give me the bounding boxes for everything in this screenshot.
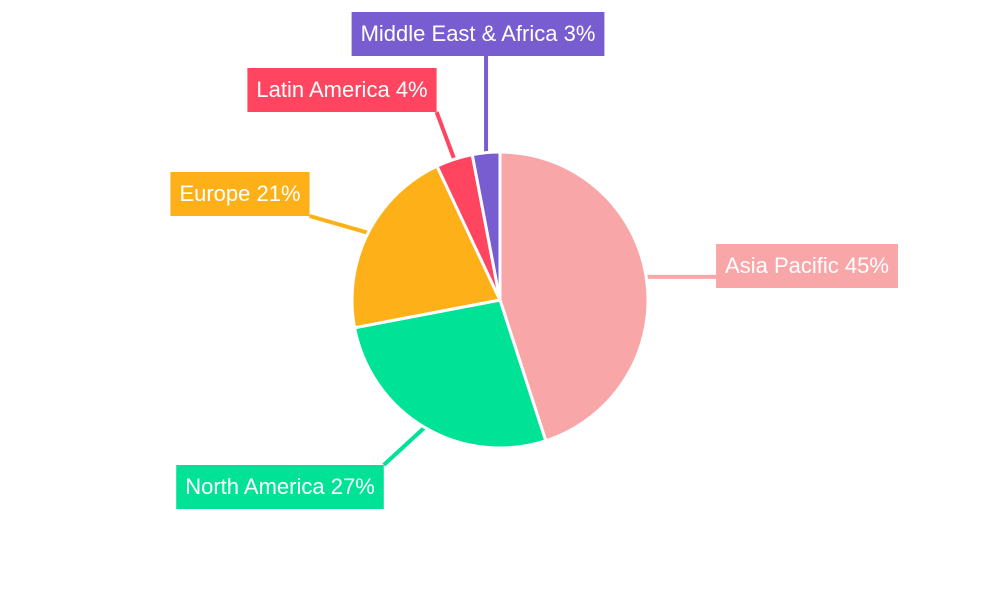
leader-lines [309,56,717,467]
label-text: Europe 21% [179,181,300,206]
label-box [351,12,605,56]
value-label: 4% [396,77,428,102]
label-box [247,68,437,112]
labels: Asia Pacific 45% North America 27% Europe … [170,12,898,509]
data-label: Latin America 4% [247,68,437,112]
pie-slice [470,150,502,301]
data-label: North America 27% [176,465,384,509]
leader-line [309,214,369,235]
pie-slice [498,150,650,443]
value-label: 27% [331,474,375,499]
value-label: 21% [257,181,301,206]
label-box [170,172,310,216]
category-name: Middle East & Africa [361,21,559,46]
leader-line [434,111,457,160]
pie-slice [350,164,503,330]
value-label: 45% [845,253,889,278]
label-text: Asia Pacific 45% [725,253,889,278]
label-text: Middle East & Africa 3% [361,21,596,46]
category-name: Europe [179,181,250,206]
label-box [176,465,384,509]
label-text: North America 27% [185,474,375,499]
label-box [716,244,898,288]
pie-slice [352,298,548,450]
value-label: 3% [564,21,596,46]
category-name: Latin America [256,77,390,102]
data-label: Asia Pacific 45% [716,244,898,288]
category-name: North America [185,474,325,499]
slices [350,150,650,450]
data-label: Middle East & Africa 3% [351,12,605,56]
leader-line [382,425,427,467]
category-name: Asia Pacific [725,253,839,278]
label-text: Latin America 4% [256,77,427,102]
data-label: Europe 21% [170,172,310,216]
